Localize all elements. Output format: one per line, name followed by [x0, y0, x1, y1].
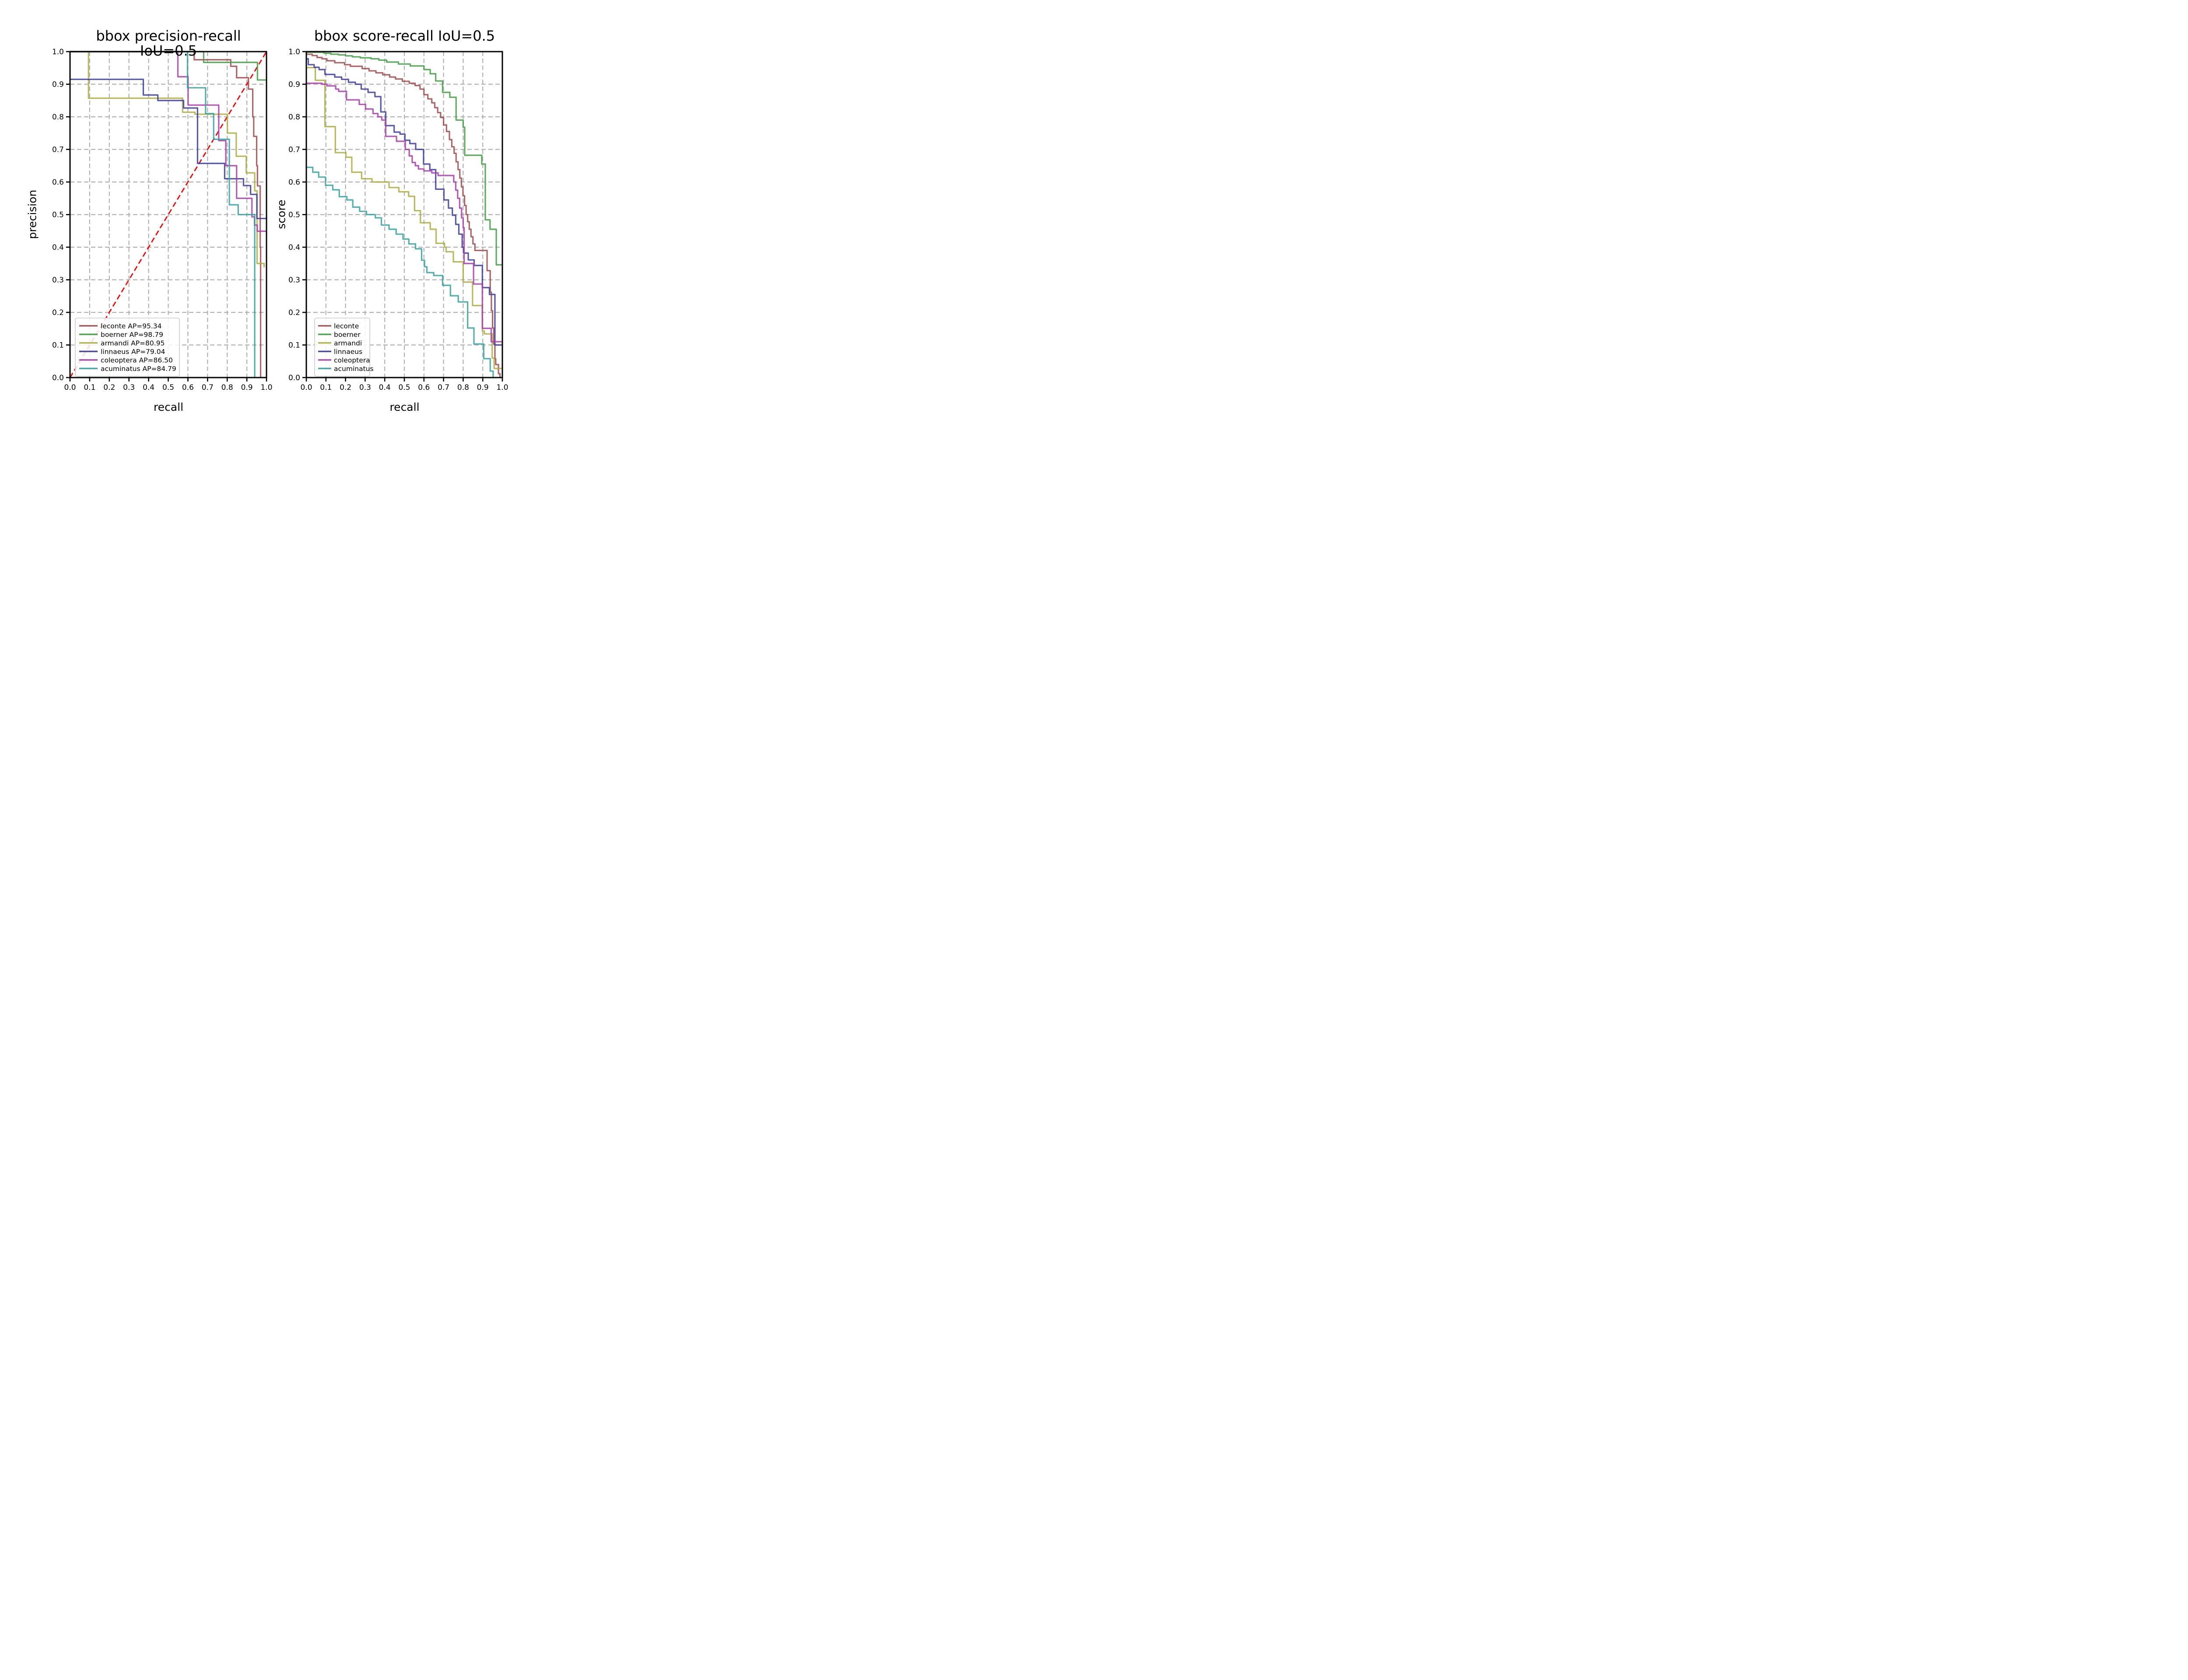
- x-tick-label-precision-recall-1: 0.1: [84, 383, 95, 392]
- series-score-recall-acuminatus: [305, 166, 494, 378]
- x-tick-label-score-recall-0: 0.0: [300, 383, 312, 392]
- figure: 0.0 0.0 0.1 0.1 0.2 0.2 0.3 0.3 0.4 0.4 0.5 0.5 0.6 0…: [0, 0, 560, 420]
- y-tick-label-score-recall-1: 0.1: [288, 341, 300, 350]
- y-tick-label-precision-recall-3: 0.3: [52, 276, 64, 285]
- series-precision-recall-armandi: [69, 51, 265, 268]
- legend-label-precision-recall-coleoptera: coleoptera AP=86.50: [101, 356, 173, 364]
- x-tick-label-precision-recall-0: 0.0: [64, 383, 76, 392]
- y-tick-label-precision-recall-10: 1.0: [52, 48, 64, 56]
- y-tick-label-score-recall-6: 0.6: [288, 178, 300, 187]
- y-tick-label-precision-recall-8: 0.8: [52, 113, 64, 122]
- plot-score-recall: 0.00.0 0.1 0.1 0.2 0.2 0.3 0.3 0.4 0.4 0.5 0.5 0.6 0…: [288, 48, 508, 392]
- legend-label-score-recall-linnaeus: linnaeus: [334, 348, 362, 356]
- legend-label-score-recall-acuminatus: acuminatus: [334, 365, 374, 373]
- legend-label-precision-recall-armandi: armandi AP=80.95: [101, 339, 165, 347]
- legend-score-recall: leconteboernerarmandilinnaeuscoleopteraa…: [314, 318, 374, 377]
- legend-label-precision-recall-leconte: leconte AP=95.34: [101, 322, 162, 330]
- y-tick-label-precision-recall-5: 0.5: [52, 211, 64, 220]
- legend-label-score-recall-boerner: boerner: [334, 331, 361, 339]
- y-tick-label-precision-recall-7: 0.7: [52, 146, 64, 154]
- legend-box-precision-recall: [75, 318, 180, 377]
- series-score-recall-leconte: [305, 53, 501, 378]
- y-tick-label-precision-recall-9: 0.9: [52, 80, 64, 89]
- x-tick-label-score-recall-8: 0.8: [457, 383, 469, 392]
- x-tick-label-score-recall-10: 1.0: [496, 383, 508, 392]
- legend-label-precision-recall-boerner: boerner AP=98.79: [101, 331, 163, 339]
- y-tick-label-score-recall-7: 0.7: [288, 146, 300, 154]
- y-tick-label-precision-recall-6: 0.6: [52, 178, 64, 187]
- y-tick-label-score-recall-8: 0.8: [288, 113, 300, 122]
- legend-label-precision-recall-linnaeus: linnaeus AP=79.04: [101, 348, 165, 356]
- y-tick-label-precision-recall-4: 0.4: [52, 243, 64, 252]
- legend-label-score-recall-leconte: leconte: [334, 322, 359, 330]
- y-tick-label-score-recall-0: 0.0: [288, 374, 300, 382]
- x-tick-label-score-recall-6: 0.6: [418, 383, 430, 392]
- x-tick-label-precision-recall-3: 0.3: [123, 383, 135, 392]
- x-tick-label-precision-recall-10: 1.0: [260, 383, 272, 392]
- y-tick-label-score-recall-4: 0.4: [288, 243, 300, 252]
- series-score-recall-boerner: [305, 51, 503, 266]
- y-tick-label-score-recall-5: 0.5: [288, 211, 300, 220]
- series-precision-recall-linnaeus: [69, 78, 267, 220]
- x-tick-label-score-recall-3: 0.3: [359, 383, 371, 392]
- y-tick-label-precision-recall-2: 0.2: [52, 308, 64, 317]
- x-tick-label-precision-recall-2: 0.2: [103, 383, 115, 392]
- x-tick-label-score-recall-7: 0.7: [438, 383, 449, 392]
- x-tick-label-precision-recall-9: 0.9: [241, 383, 253, 392]
- x-tick-label-precision-recall-4: 0.4: [143, 383, 154, 392]
- legend-label-score-recall-armandi: armandi: [334, 339, 362, 347]
- x-tick-label-precision-recall-7: 0.7: [202, 383, 214, 392]
- y-tick-label-score-recall-3: 0.3: [288, 276, 300, 285]
- y-tick-label-score-recall-2: 0.2: [288, 308, 300, 317]
- x-tick-label-score-recall-4: 0.4: [379, 383, 391, 392]
- x-tick-label-precision-recall-5: 0.5: [162, 383, 174, 392]
- x-tick-label-precision-recall-6: 0.6: [182, 383, 194, 392]
- legend-box-score-recall: [314, 318, 370, 377]
- series-score-recall-coleoptera: [305, 82, 503, 343]
- x-tick-label-score-recall-5: 0.5: [398, 383, 410, 392]
- series-precision-recall-acuminatus: [69, 51, 256, 378]
- y-tick-label-score-recall-9: 0.9: [288, 80, 300, 89]
- plot-precision-recall: 0.00.0 0.1 0.1 0.2 0.2 0.3 0.3 0.4 0.4 0.5 0.5 0.6 0…: [52, 48, 273, 392]
- legend-label-precision-recall-acuminatus: acuminatus AP=84.79: [101, 365, 176, 373]
- y-tick-label-score-recall-10: 1.0: [288, 48, 300, 56]
- x-tick-label-precision-recall-8: 0.8: [221, 383, 233, 392]
- x-tick-label-score-recall-9: 0.9: [477, 383, 489, 392]
- legend-label-score-recall-coleoptera: coleoptera: [334, 356, 370, 364]
- y-tick-label-precision-recall-1: 0.1: [52, 341, 64, 350]
- x-tick-label-score-recall-1: 0.1: [320, 383, 332, 392]
- y-tick-label-precision-recall-0: 0.0: [52, 374, 64, 382]
- figure-canvas: 0.00.00.10.10.20.20.30.30.40.40.50.50.60…: [52, 48, 508, 392]
- x-tick-label-score-recall-2: 0.2: [340, 383, 351, 392]
